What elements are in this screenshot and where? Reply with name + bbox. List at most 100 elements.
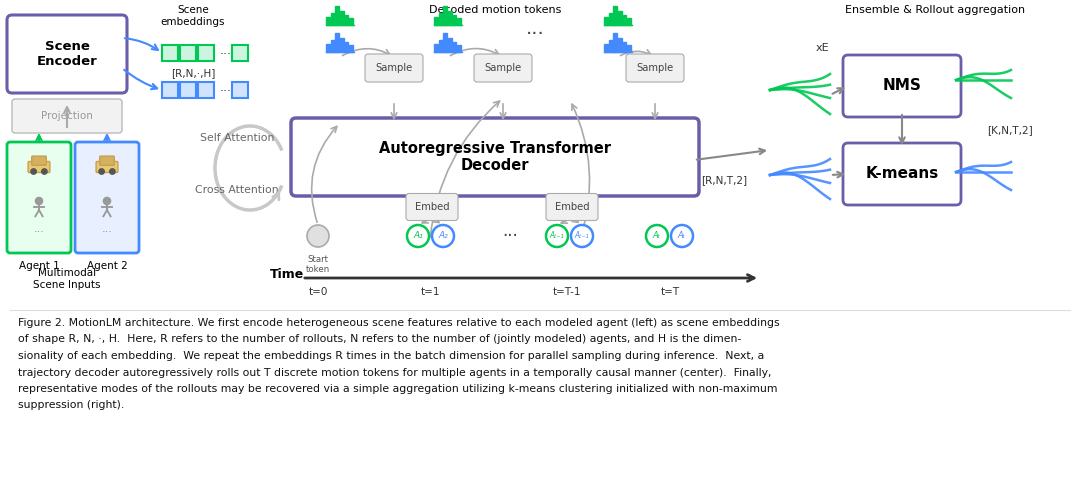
Bar xyxy=(438,40,443,52)
FancyBboxPatch shape xyxy=(12,99,122,133)
Text: suppression (right).: suppression (right). xyxy=(18,400,124,410)
Text: Embed: Embed xyxy=(555,202,590,212)
FancyBboxPatch shape xyxy=(843,55,961,117)
Text: ···: ··· xyxy=(220,49,232,62)
FancyBboxPatch shape xyxy=(546,193,598,220)
Circle shape xyxy=(36,197,42,205)
Bar xyxy=(448,38,451,52)
Bar xyxy=(623,15,626,25)
Text: Sample: Sample xyxy=(636,63,674,73)
Text: Cross Attention: Cross Attention xyxy=(195,185,279,195)
Text: Decoded motion tokens: Decoded motion tokens xyxy=(429,5,562,15)
FancyBboxPatch shape xyxy=(291,118,699,196)
Text: Autoregressive Transformer
Decoder: Autoregressive Transformer Decoder xyxy=(379,141,611,173)
Circle shape xyxy=(546,225,568,247)
Text: Embed: Embed xyxy=(415,202,449,212)
Bar xyxy=(340,38,343,52)
Text: t=1: t=1 xyxy=(420,287,440,297)
Bar xyxy=(438,13,443,25)
Bar xyxy=(326,44,330,52)
Text: Sample: Sample xyxy=(376,63,413,73)
Circle shape xyxy=(42,169,48,174)
FancyBboxPatch shape xyxy=(99,156,114,165)
Bar xyxy=(448,11,451,25)
Text: Aₜ: Aₜ xyxy=(678,232,686,241)
Text: Agent 2: Agent 2 xyxy=(86,261,127,271)
Text: Multimodal
Scene Inputs: Multimodal Scene Inputs xyxy=(33,268,100,290)
Text: representative modes of the rollouts may be recovered via a simple aggregation u: representative modes of the rollouts may… xyxy=(18,384,778,394)
Text: of shape R, N, ·, H.  Here, R refers to the number of rollouts, N refers to the : of shape R, N, ·, H. Here, R refers to t… xyxy=(18,335,741,344)
Text: sionality of each embedding.  We repeat the embeddings R times in the batch dime: sionality of each embedding. We repeat t… xyxy=(18,351,765,361)
FancyBboxPatch shape xyxy=(75,142,139,253)
Text: Aₜ₋₁: Aₜ₋₁ xyxy=(550,232,564,241)
FancyBboxPatch shape xyxy=(198,82,214,98)
Bar xyxy=(457,45,461,52)
Circle shape xyxy=(110,169,116,174)
Circle shape xyxy=(407,225,429,247)
FancyBboxPatch shape xyxy=(198,45,214,61)
Text: ···: ··· xyxy=(102,227,112,237)
FancyBboxPatch shape xyxy=(162,45,178,61)
Text: [R,N,T,2]: [R,N,T,2] xyxy=(701,175,747,185)
Text: Time: Time xyxy=(270,268,305,280)
Bar xyxy=(336,33,339,52)
Bar xyxy=(453,42,457,52)
Text: K-means: K-means xyxy=(865,166,939,182)
Text: ···: ··· xyxy=(502,227,518,245)
Bar xyxy=(613,33,617,52)
Bar xyxy=(330,13,335,25)
FancyBboxPatch shape xyxy=(28,161,50,173)
Bar xyxy=(345,42,349,52)
Bar xyxy=(336,6,339,25)
Bar xyxy=(609,40,612,52)
Circle shape xyxy=(671,225,693,247)
FancyBboxPatch shape xyxy=(843,143,961,205)
Circle shape xyxy=(432,225,454,247)
Text: Scene
Encoder: Scene Encoder xyxy=(37,40,97,68)
Text: Ensemble & Rollout aggregation: Ensemble & Rollout aggregation xyxy=(845,5,1025,15)
Bar xyxy=(434,17,438,25)
FancyBboxPatch shape xyxy=(96,161,118,173)
Bar xyxy=(434,44,438,52)
Circle shape xyxy=(104,197,110,205)
Bar xyxy=(326,17,330,25)
FancyBboxPatch shape xyxy=(6,15,127,93)
FancyBboxPatch shape xyxy=(162,82,178,98)
Text: A₂: A₂ xyxy=(438,232,448,241)
Text: Agent 1: Agent 1 xyxy=(18,261,59,271)
Text: ···: ··· xyxy=(526,26,544,44)
Bar xyxy=(604,44,608,52)
FancyBboxPatch shape xyxy=(232,45,248,61)
Text: ···: ··· xyxy=(220,86,232,98)
Text: t=T-1: t=T-1 xyxy=(553,287,581,297)
Circle shape xyxy=(31,169,37,174)
Bar xyxy=(457,19,461,25)
Bar xyxy=(623,42,626,52)
Text: A₁: A₁ xyxy=(414,232,423,241)
Bar xyxy=(444,33,447,52)
Bar xyxy=(618,38,622,52)
Circle shape xyxy=(307,225,329,247)
FancyBboxPatch shape xyxy=(180,45,195,61)
Text: trajectory decoder autoregressively rolls out T discrete motion tokens for multi: trajectory decoder autoregressively roll… xyxy=(18,368,771,377)
Bar xyxy=(340,11,343,25)
Text: ···: ··· xyxy=(33,227,44,237)
Bar xyxy=(349,45,353,52)
Text: t=T: t=T xyxy=(661,287,679,297)
Text: Figure 2. MotionLM architecture. We first encode heterogeneous scene features re: Figure 2. MotionLM architecture. We firs… xyxy=(18,318,780,328)
FancyBboxPatch shape xyxy=(232,82,248,98)
Bar xyxy=(609,13,612,25)
Circle shape xyxy=(99,169,105,174)
Bar xyxy=(604,17,608,25)
Text: [R,N,·,H]: [R,N,·,H] xyxy=(171,68,215,78)
Circle shape xyxy=(646,225,669,247)
Text: Projection: Projection xyxy=(41,111,93,121)
Text: NMS: NMS xyxy=(882,79,921,93)
Text: Sample: Sample xyxy=(484,63,522,73)
FancyBboxPatch shape xyxy=(365,54,423,82)
FancyBboxPatch shape xyxy=(474,54,532,82)
Text: Aₜ₋₁: Aₜ₋₁ xyxy=(575,232,590,241)
FancyBboxPatch shape xyxy=(180,82,195,98)
FancyBboxPatch shape xyxy=(626,54,684,82)
Bar xyxy=(627,45,631,52)
